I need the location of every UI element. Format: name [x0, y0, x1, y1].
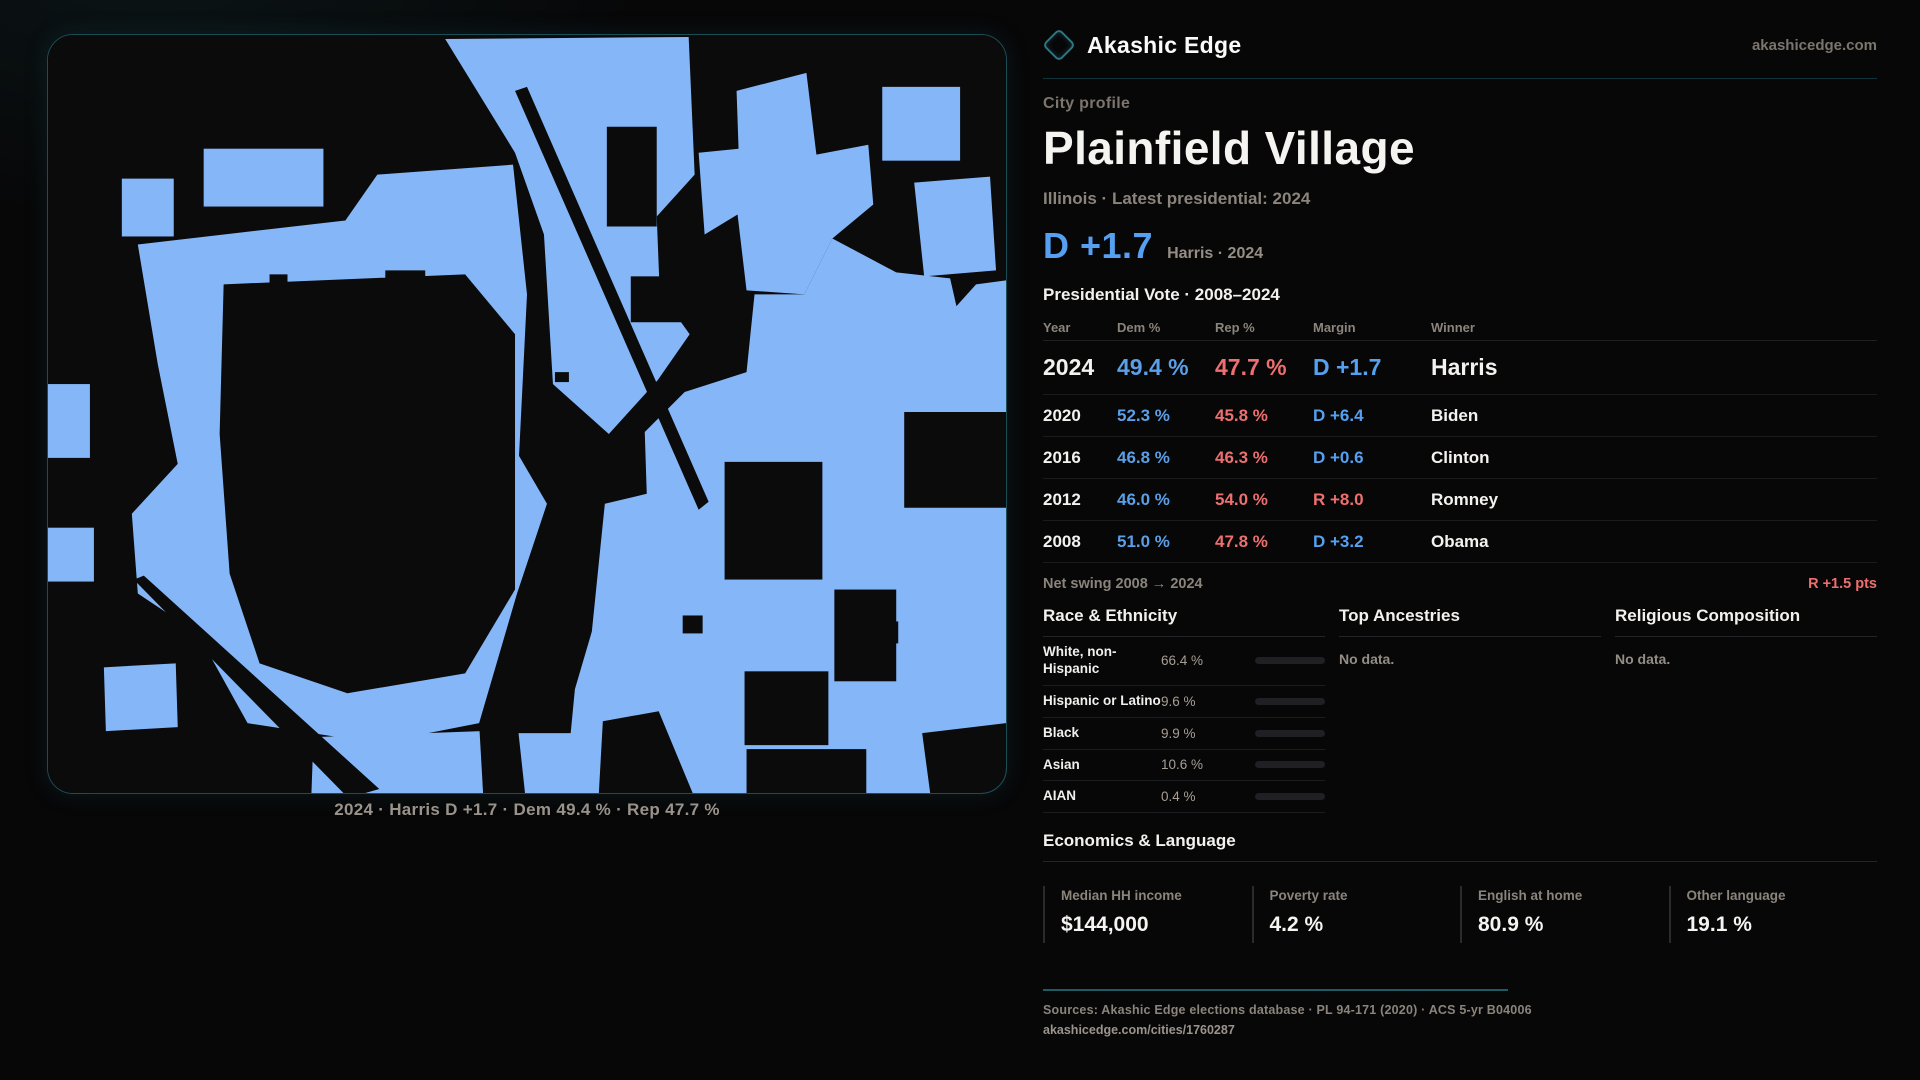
table-header-row: Year Dem % Rep % Margin Winner	[1043, 315, 1877, 341]
footer: Sources: Akashic Edge elections database…	[1043, 989, 1877, 1037]
race-row: Black 9.9 %	[1043, 718, 1325, 750]
city-profile-panel: Akashic Edge akashicedge.com City profil…	[1042, 24, 1878, 1037]
race-bar	[1255, 697, 1325, 705]
economics-heading: Economics & Language	[1043, 831, 1877, 863]
economics-stats-row: Median HH income $144,000 Poverty rate 4…	[1043, 886, 1878, 944]
stat-card-median-income: Median HH income $144,000	[1043, 886, 1252, 944]
religion-heading: Religious Composition	[1615, 606, 1877, 637]
net-swing-label: Net swing 2008 → 2024	[1043, 576, 1203, 592]
site-domain-link[interactable]: akashicedge.com	[1751, 36, 1877, 54]
race-bar	[1255, 657, 1325, 665]
ancestries-heading: Top Ancestries	[1339, 606, 1601, 637]
race-heading: Race & Ethnicity	[1043, 606, 1325, 637]
net-swing-value: R +1.5 pts	[1808, 576, 1877, 592]
headline-margin-value: D +1.7	[1043, 225, 1154, 266]
page-title: Plainfield Village	[1043, 122, 1415, 174]
stat-card-english-at-home: English at home 80.9 %	[1460, 886, 1669, 944]
kicker: City profile	[1043, 95, 1131, 112]
header-divider	[1043, 78, 1877, 79]
brand-name: Akashic Edge	[1087, 31, 1242, 58]
table-row[interactable]: 2008 51.0 % 47.8 % D +3.2 Obama	[1043, 521, 1877, 563]
table-row[interactable]: 2012 46.0 % 54.0 % R +8.0 Romney	[1043, 479, 1877, 521]
col-dem: Dem %	[1117, 320, 1161, 335]
table-row[interactable]: 2016 46.8 % 46.3 % D +0.6 Clinton	[1043, 437, 1877, 479]
race-row: AIAN 0.4 %	[1043, 781, 1325, 814]
ancestries-empty-state: No data.	[1339, 651, 1395, 667]
race-row: White, non-Hispanic 66.4 %	[1043, 637, 1325, 686]
map-cutouts	[133, 86, 1006, 793]
brand: Akashic Edge	[1042, 28, 1242, 62]
demographics-grid: Race & Ethnicity White, non-Hispanic 66.…	[1043, 606, 1877, 814]
presidential-vote-table: Year Dem % Rep % Margin Winner 2024 49.4…	[1043, 315, 1877, 563]
map-caption: 2024 · Harris D +1.7 · Dem 49.4 % · Rep …	[334, 800, 720, 819]
subtitle: Illinois · Latest presidential: 2024	[1043, 189, 1311, 208]
footer-divider	[1043, 989, 1508, 992]
religion-empty-state: No data.	[1615, 651, 1671, 667]
race-ethnicity-section: Race & Ethnicity White, non-Hispanic 66.…	[1043, 606, 1325, 814]
site-header: Akashic Edge akashicedge.com	[1042, 24, 1877, 66]
headline-margin-line: D +1.7 Harris · 2024	[1043, 225, 1877, 267]
col-year: Year	[1043, 320, 1071, 335]
race-bar	[1255, 729, 1325, 737]
race-row: Hispanic or Latino 9.6 %	[1043, 686, 1325, 718]
col-margin: Margin	[1313, 320, 1356, 335]
permalink[interactable]: akashicedge.com/cities/1760287	[1043, 1023, 1235, 1038]
stat-card-poverty-rate: Poverty rate 4.2 %	[1251, 886, 1461, 944]
religious-composition-section: Religious Composition No data.	[1615, 606, 1877, 813]
col-rep: Rep %	[1215, 320, 1255, 335]
votes-section-heading: Presidential Vote · 2008–2024	[1043, 285, 1280, 304]
headline-margin-detail: Harris · 2024	[1167, 245, 1264, 262]
stat-card-other-language: Other language 19.1 %	[1668, 886, 1878, 944]
net-swing-row: Net swing 2008 → 2024 R +1.5 pts	[1043, 563, 1877, 602]
race-bar	[1255, 793, 1325, 801]
col-winner: Winner	[1431, 320, 1475, 335]
diamond-logo-icon	[1042, 28, 1076, 62]
table-row[interactable]: 2024 49.4 % 47.7 % D +1.7 Harris	[1043, 341, 1877, 395]
sources-note: Sources: Akashic Edge elections database…	[1043, 1003, 1532, 1018]
top-ancestries-section: Top Ancestries No data.	[1339, 606, 1601, 813]
race-bar	[1255, 761, 1325, 769]
map-canvas	[48, 35, 1006, 793]
race-row: Asian 10.6 %	[1043, 750, 1325, 782]
city-boundary-map[interactable]	[47, 34, 1007, 794]
table-row[interactable]: 2020 52.3 % 45.8 % D +6.4 Biden	[1043, 395, 1877, 437]
